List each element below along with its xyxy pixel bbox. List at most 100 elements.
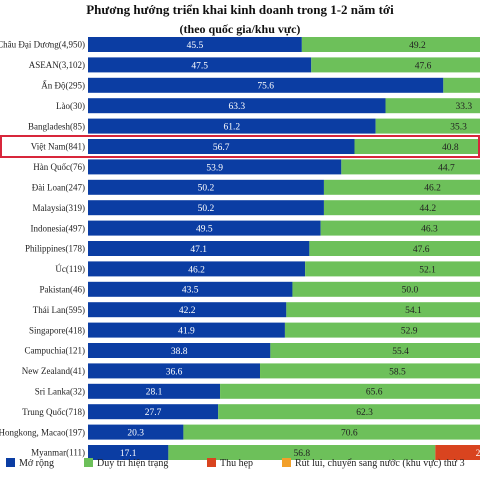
category-label: Việt Nam(841) [31,142,85,152]
category-label: Myanmar(111) [31,448,85,458]
legend-swatch [282,458,291,467]
category-label: Thái Lan(595) [33,305,85,315]
bar-segment [88,139,355,154]
legend-swatch [6,458,15,467]
data-label: 58.5 [389,367,406,377]
bar-segment [88,383,221,399]
bar-segment [88,57,312,73]
bar-segment [323,200,480,216]
data-label: 47.1 [190,245,207,255]
bar-segment [284,322,480,338]
data-label: 50.2 [198,204,215,214]
legend-label: Mở rộng [19,458,54,469]
bar-segment [88,37,302,52]
category-label: Đài Loan(247) [32,183,85,193]
data-label: 63.3 [228,102,245,112]
data-label: 70.6 [341,429,358,439]
bar-segment [270,343,480,358]
data-label: 44.7 [438,163,455,173]
data-label: 20.3 [127,429,144,439]
category-label: Ấn Độ(295) [41,81,85,91]
legend-label: Rút lui, chuyển sang nước (khu vực) thứ … [295,458,465,469]
category-label: Lào(30) [56,101,85,111]
bar-segment [301,37,480,52]
data-label: 47.6 [413,245,430,255]
data-label: 43.5 [182,286,199,296]
legend-label: Thu hẹp [220,458,253,469]
bar-segment [88,98,386,114]
bar-segment [341,159,480,175]
bar-segment [443,77,480,93]
data-label: 52.9 [401,327,418,337]
bar-segment [88,343,271,358]
data-label: 28.1 [146,388,163,398]
bar-segment [183,424,480,440]
bar-segment [88,281,293,297]
data-label: 46.2 [188,265,205,275]
bar-segment [218,404,480,420]
data-label: 56.8 [294,449,311,459]
data-label: 47.6 [415,61,432,71]
bar-segment [88,179,324,195]
bar-segment [88,261,306,277]
data-label: 44.2 [419,204,436,214]
legend-label: Duy trì hiện trạng [97,458,168,469]
bar-segment [323,179,480,195]
category-label: Úc(119) [55,264,85,274]
data-label: 53.9 [206,163,223,173]
data-label: 20.7 [476,449,480,459]
category-label: Indonesia(497) [31,223,85,233]
category-label: ASEAN(3,102) [29,60,85,70]
data-label: 17.1 [120,449,137,459]
bar-segment [435,445,480,460]
bar-segment [88,220,321,236]
bar-segment [305,261,480,277]
bar-segment [88,322,285,338]
category-label: Philippines(178) [25,244,85,254]
data-label: 38.8 [171,347,188,357]
category-label: Campuchia(121) [25,346,85,356]
bar-segment [88,118,376,134]
bar-segment [88,445,169,460]
bar-segment [311,57,480,73]
data-label: 50.0 [402,286,419,296]
data-label: 75.6 [257,82,274,92]
data-label: 61.2 [224,123,241,133]
bar-segment [88,200,324,216]
bar-segment [88,404,219,420]
category-label: Malaysia(319) [33,203,85,213]
data-label: 62.3 [356,408,373,418]
bar-segment [385,98,480,114]
bar-segment [88,424,184,440]
category-label: Hàn Quốc(76) [33,162,85,172]
category-label: Pakistan(46) [40,285,86,295]
category-label: Châu Đại Dương(4,950) [0,40,85,50]
data-label: 49.5 [196,225,213,235]
data-label: 46.2 [424,184,441,194]
bar-segment [88,302,287,318]
data-label: 49.2 [409,41,426,51]
data-label: 27.7 [145,408,162,418]
bar-segment [88,159,342,175]
bar-segment [88,77,444,93]
bar-segment [286,302,480,318]
data-label: 42.2 [179,306,196,316]
category-label: Hongkong, Macao(197) [0,427,85,437]
bar-segment [309,241,480,256]
data-label: 33.3 [455,102,472,112]
bar-segment [320,220,480,236]
data-label: 41.9 [178,327,195,337]
category-label: Trung Quốc(718) [22,407,85,417]
chart-title: Phương hướng triển khai kinh doanh trong… [86,2,394,17]
bar-segment [375,118,480,134]
category-label: Sri Lanka(32) [35,387,85,397]
data-label: 46.3 [421,225,438,235]
bar-segment [292,281,480,297]
category-label: Bangladesh(85) [28,121,85,131]
chart-subtitle: (theo quốc gia/khu vực) [179,22,301,36]
bar-segment [220,383,480,399]
data-label: 52.1 [419,265,436,275]
data-label: 56.7 [213,143,230,153]
data-label: 50.2 [198,184,215,194]
